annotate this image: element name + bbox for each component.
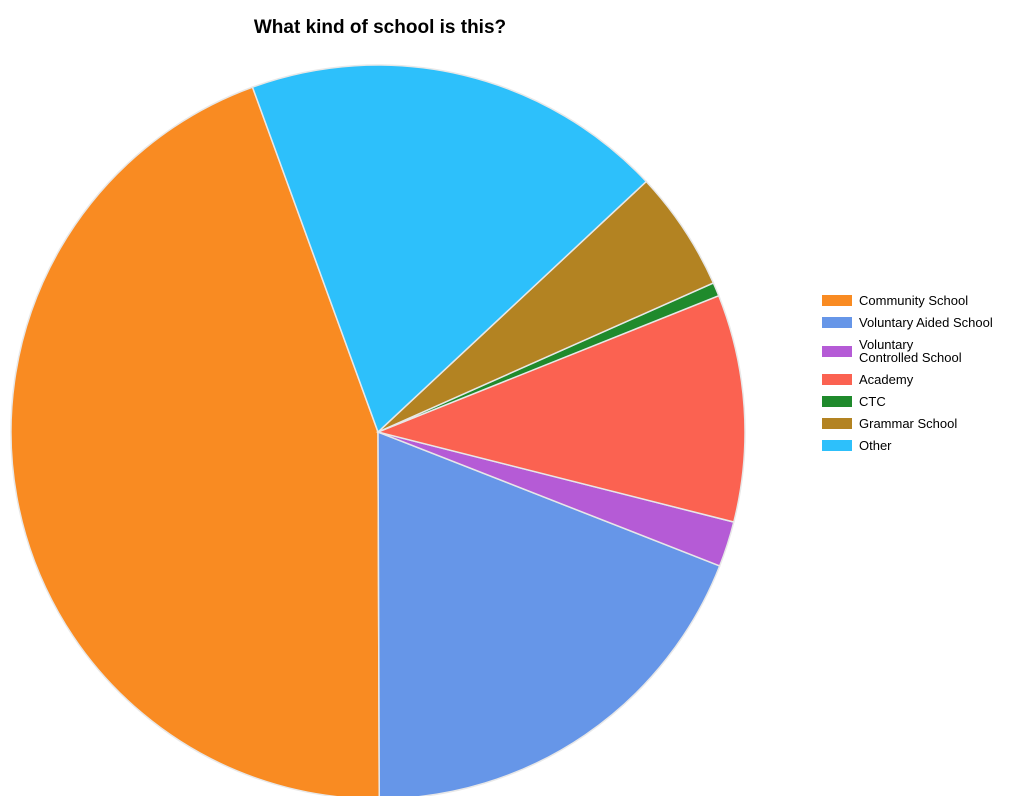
pie-chart (10, 64, 746, 796)
legend-label: CTC (859, 394, 886, 409)
legend-swatch (822, 295, 852, 306)
legend-label: Community School (859, 293, 969, 308)
legend-item: Grammar School (822, 417, 1021, 430)
pie-slices (10, 64, 746, 796)
pie-slice-academy (375, 294, 746, 523)
legend-swatch (822, 418, 852, 429)
legend: Community School Voluntary Aided School Vo… (822, 294, 1021, 461)
legend-item: Academy (822, 373, 1021, 386)
legend-label: Academy (859, 372, 914, 387)
pie-slice-other (251, 64, 648, 434)
legend-item: CTC (822, 395, 1021, 408)
legend-label: Voluntary Controlled School (859, 337, 962, 365)
legend-item: Voluntary Aided School (822, 316, 1021, 329)
legend-swatch (822, 374, 852, 385)
legend-item: Community School (822, 294, 1021, 307)
legend-label: Voluntary Aided School (859, 315, 993, 330)
legend-swatch (822, 440, 852, 451)
legend-label: Grammar School (859, 416, 958, 431)
pie-slice-community-school (10, 86, 381, 796)
legend-label: Other (859, 438, 892, 453)
legend-item: Voluntary Controlled School (822, 338, 1021, 364)
legend-swatch (822, 345, 852, 357)
legend-swatch (822, 396, 852, 407)
legend-item: Other (822, 439, 1021, 452)
legend-swatch (822, 317, 852, 328)
pie-slice-voluntary-aided-school (377, 430, 721, 796)
chart-title: What kind of school is this? (253, 17, 507, 38)
